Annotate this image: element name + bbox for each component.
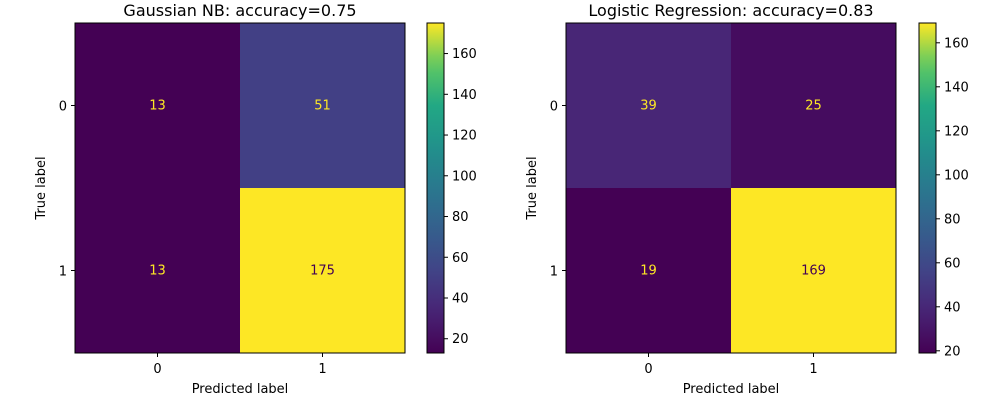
colorbar-tick-label: 40 [944, 300, 961, 315]
colorbar-tick-label: 120 [452, 129, 477, 144]
x-tick-label: 0 [153, 362, 161, 377]
y-tick-label: 1 [59, 265, 67, 280]
matrix-cell-1-1 [240, 188, 405, 353]
colorbar-tick-label: 80 [944, 212, 961, 227]
colorbar-tick-label: 160 [944, 36, 969, 51]
colorbar-tick-label: 40 [452, 292, 469, 307]
cell-value-1-0: 19 [640, 264, 657, 279]
cell-value-1-0: 13 [149, 264, 166, 279]
x-tick-label: 1 [318, 362, 326, 377]
colorbar [426, 22, 445, 354]
matrix-cell-1-0 [566, 188, 731, 353]
y-axis-label: True label [525, 156, 540, 220]
colorbar-tick-label: 160 [452, 47, 477, 62]
y-tick-label: 1 [550, 265, 558, 280]
y-tick-label: 0 [550, 100, 558, 115]
colorbar-tick-label: 60 [452, 251, 469, 266]
cell-value-1-1: 169 [801, 264, 826, 279]
chart-title: Logistic Regression: accuracy=0.83 [588, 1, 873, 20]
colorbar-tick-label: 120 [944, 124, 969, 139]
matrix-cell-0-1 [731, 23, 896, 188]
matrix-cell-1-1 [731, 188, 896, 353]
y-tick-label: 0 [59, 100, 67, 115]
matrix-cell-0-0 [566, 23, 731, 188]
cell-value-0-0: 39 [640, 99, 657, 114]
panel-gaussian-nb: 13 51 13 175 0 1 0 1 Gaussian NB: accuracy=0.75 P… [34, 1, 477, 397]
colorbar-tick-label: 140 [944, 80, 969, 95]
cell-value-1-1: 175 [310, 264, 335, 279]
x-tick-label: 0 [644, 362, 652, 377]
colorbar-tick-label: 140 [452, 88, 477, 103]
colorbar-tick-label: 100 [452, 169, 477, 184]
matrix-frame [74, 22, 406, 354]
y-axis-label: True label [34, 156, 49, 220]
x-axis-label: Predicted label [192, 382, 289, 397]
matrix-cell-0-1 [240, 23, 405, 188]
panel-logistic-regression: 39 25 19 169 0 1 0 1 Logistic Regression: accura… [525, 1, 969, 397]
matrix-cell-1-0 [75, 188, 240, 353]
cell-value-0-1: 51 [314, 99, 331, 114]
colorbar-tick-label: 20 [452, 332, 469, 347]
chart-title: Gaussian NB: accuracy=0.75 [123, 1, 356, 20]
colorbar-tick-label: 100 [944, 168, 969, 183]
colorbar-tick-label: 20 [944, 344, 961, 359]
cell-value-0-0: 13 [149, 99, 166, 114]
colorbar-tick-label: 80 [452, 210, 469, 225]
colorbar-tick-label: 60 [944, 256, 961, 271]
matrix-cell-0-0 [75, 23, 240, 188]
x-tick-label: 1 [809, 362, 817, 377]
colorbar [918, 22, 937, 354]
x-axis-label: Predicted label [683, 382, 780, 397]
matrix-frame [565, 22, 897, 354]
cell-value-0-1: 25 [805, 99, 822, 114]
